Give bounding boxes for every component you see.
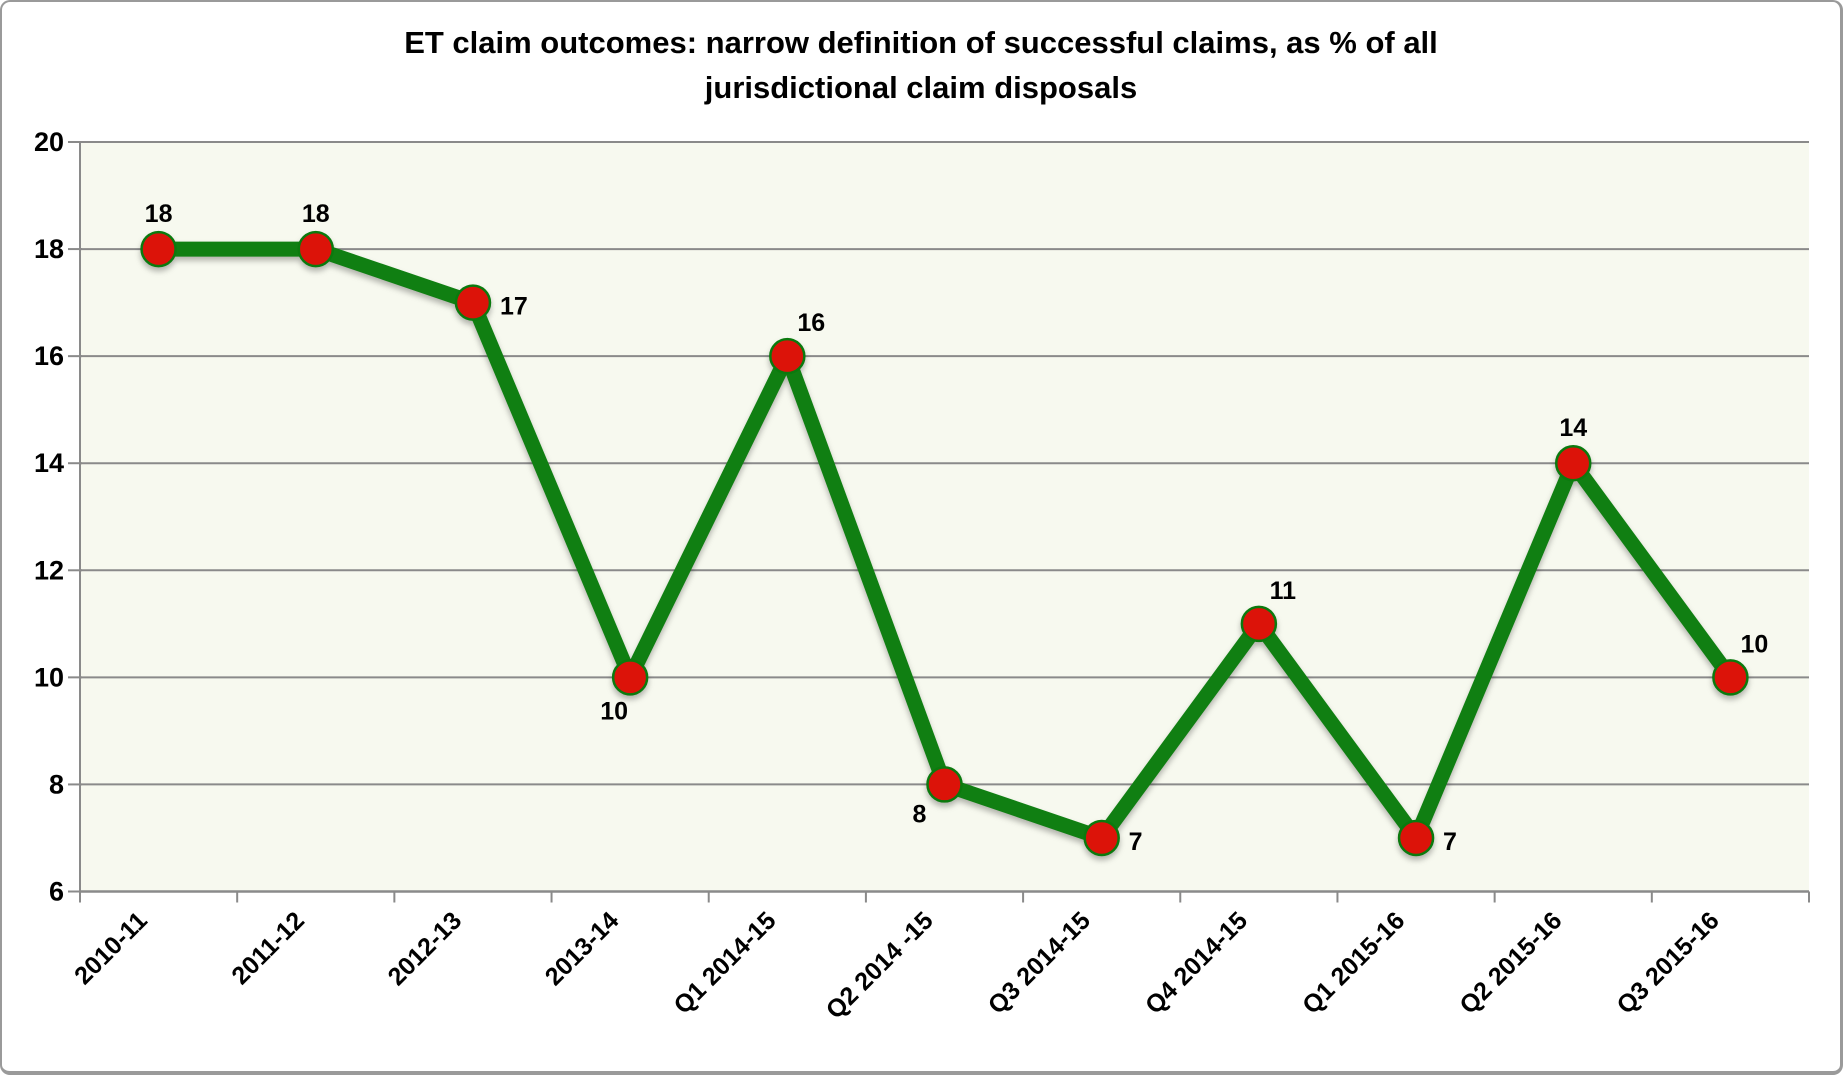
data-point-marker <box>1083 819 1120 857</box>
data-point-marker <box>1240 605 1278 643</box>
data-label: 18 <box>302 200 330 228</box>
data-label: 16 <box>797 309 825 337</box>
data-label: 10 <box>600 697 628 725</box>
y-tick-label: 20 <box>34 127 64 157</box>
data-point-marker <box>1712 659 1749 696</box>
data-point-marker <box>454 284 492 321</box>
data-label: 7 <box>1129 828 1143 856</box>
data-label: 17 <box>500 293 528 321</box>
x-tick-label: 2010-11 <box>69 906 153 990</box>
series-group <box>140 230 1749 857</box>
y-tick-label: 18 <box>34 234 64 264</box>
x-tick-label: 2011-12 <box>226 906 310 990</box>
chart-title: ET claim outcomes: narrow definition of … <box>2 20 1840 110</box>
data-label: 11 <box>1270 577 1297 605</box>
x-tick-label: Q2 2015-16 <box>1454 906 1567 1019</box>
x-tick-label: Q4 2014-15 <box>1140 906 1253 1019</box>
data-label: 14 <box>1559 414 1587 442</box>
y-tick-label: 10 <box>34 662 64 692</box>
y-tick-label: 16 <box>34 341 64 371</box>
x-tick-label: Q1 2015-16 <box>1297 906 1410 1019</box>
data-point-marker <box>140 230 177 268</box>
chart-title-line-2: jurisdictional claim disposals <box>704 70 1138 105</box>
data-label: 8 <box>913 800 927 828</box>
y-tick-label: 14 <box>34 448 64 478</box>
data-point-marker <box>926 766 963 803</box>
y-tick-label: 6 <box>49 877 64 907</box>
chart-title-line-1: ET claim outcomes: narrow definition of … <box>404 25 1438 60</box>
x-tick-label: Q1 2014-15 <box>668 906 781 1019</box>
x-tick-label: Q2 2014 -15 <box>821 906 939 1024</box>
data-label: 10 <box>1741 630 1769 658</box>
data-label: 18 <box>145 200 173 228</box>
x-tick-label: 2013-14 <box>540 906 625 991</box>
y-tick-label: 8 <box>49 769 64 799</box>
x-tick-label: 2012-13 <box>383 906 468 991</box>
x-tick-label: Q3 2015-16 <box>1611 906 1724 1019</box>
data-label: 7 <box>1443 828 1457 856</box>
data-point-marker <box>769 337 806 375</box>
data-point-marker <box>1554 444 1592 482</box>
y-tick-label: 12 <box>34 555 64 585</box>
data-point-marker <box>1397 819 1435 857</box>
x-tick-label: Q3 2014-15 <box>983 906 1096 1019</box>
data-point-marker <box>611 659 649 696</box>
data-point-marker <box>297 230 335 268</box>
